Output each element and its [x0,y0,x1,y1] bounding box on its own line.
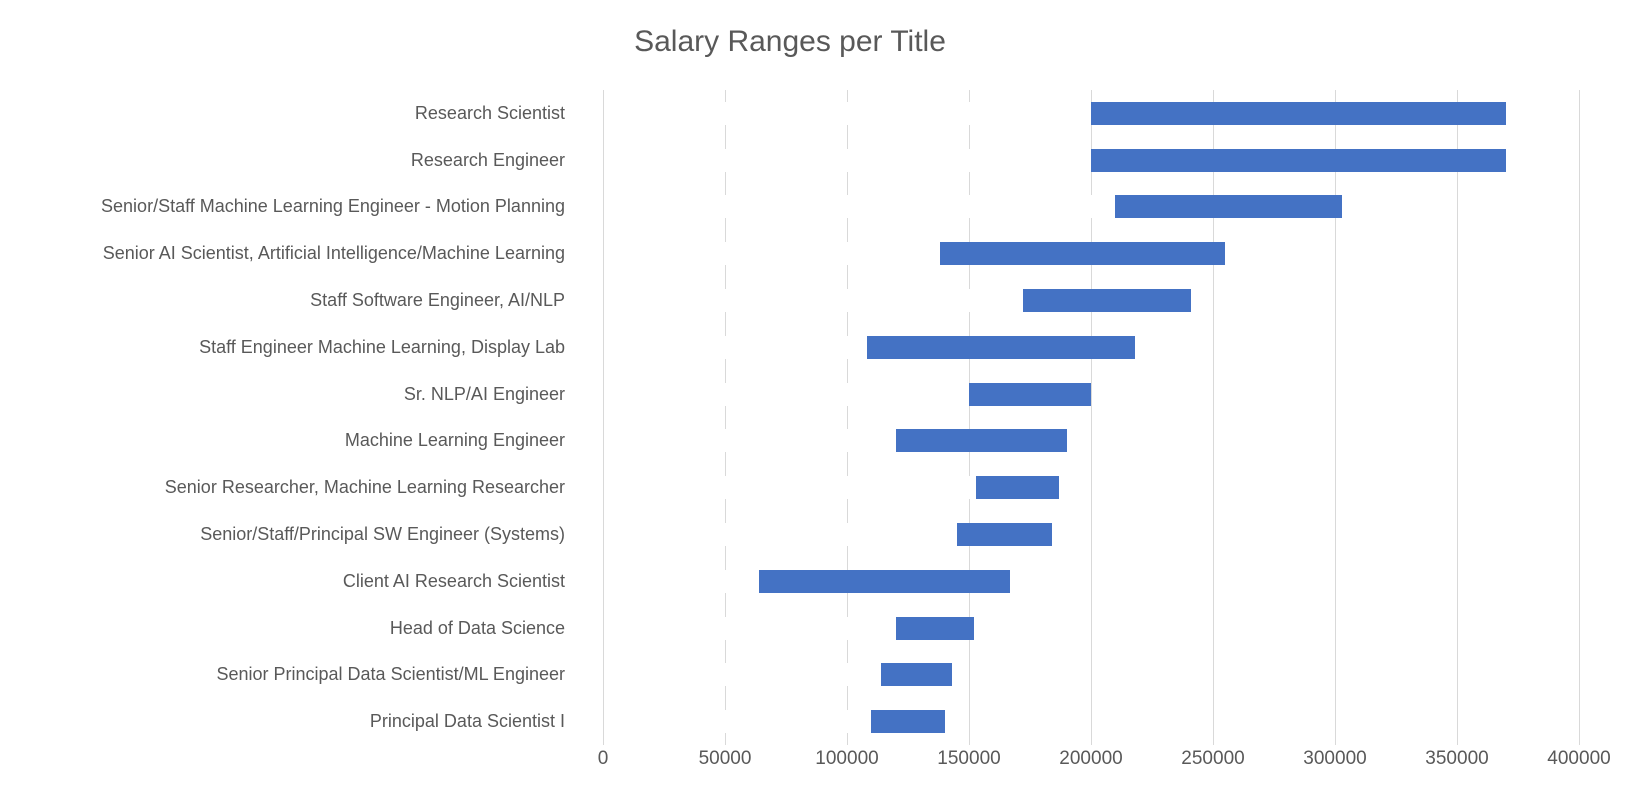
category-label: Staff Software Engineer, AI/NLP [310,290,565,311]
salary-range-bar [1091,101,1506,125]
salary-range-bar [956,522,1052,546]
category-label: Staff Engineer Machine Learning, Display… [199,336,565,357]
bar-base-cover [604,616,896,640]
x-axis-tick-label: 250000 [1181,748,1245,769]
category-label: Senior Researcher, Machine Learning Rese… [164,477,565,498]
gridline [968,90,970,745]
plot-area [602,90,1580,745]
y-axis-line [602,90,604,745]
bar-base-cover [604,289,1023,313]
salary-range-bar [1115,195,1343,219]
salary-range-bar [871,710,945,734]
bar-base-cover [604,429,896,453]
salary-range-bar [895,429,1067,453]
salary-range-bar [895,616,974,640]
gridline [846,90,848,745]
bar-base-cover [604,522,957,546]
bar-base-cover [604,148,1091,172]
category-label: Machine Learning Engineer [344,430,565,451]
x-axis-tick-label: 350000 [1425,748,1489,769]
x-axis-tick-label: 300000 [1303,748,1367,769]
x-axis-tick-label: 50000 [698,748,752,769]
bar-base-cover [604,382,969,406]
bar-base-cover [604,569,760,593]
gridline [1334,90,1336,745]
bar-base-cover [604,195,1116,219]
salary-range-bar [976,476,1060,500]
gridline [1578,90,1580,745]
salary-range-bar [866,335,1135,359]
category-label: Research Engineer [410,149,565,170]
salary-range-bar [1022,289,1192,313]
gridline [1090,90,1092,745]
category-label: Senior/Staff Machine Learning Engineer -… [101,196,565,217]
x-axis-tick-label: 0 [597,748,609,769]
category-label: Principal Data Scientist I [369,711,565,732]
salary-range-bar [939,242,1226,266]
gridline [1456,90,1458,745]
salary-range-bar [759,569,1011,593]
bar-base-cover [604,710,872,734]
category-label: Senior AI Scientist, Artificial Intellig… [102,243,565,264]
bar-base-cover [604,663,882,687]
gridline [1212,90,1214,745]
bar-base-cover [604,101,1091,125]
x-axis-tick-label: 150000 [937,748,1001,769]
gridline [724,90,726,745]
x-axis-tick-label: 400000 [1547,748,1611,769]
salary-range-bar [1091,148,1506,172]
x-axis-tick-label: 200000 [1059,748,1123,769]
bar-base-cover [604,335,867,359]
category-label: Sr. NLP/AI Engineer [403,383,565,404]
category-label: Head of Data Science [389,617,565,638]
salary-range-bar [969,382,1091,406]
category-label: Research Scientist [414,102,565,123]
category-label: Client AI Research Scientist [342,570,565,591]
chart-title: Salary Ranges per Title [634,25,946,58]
bar-base-cover [604,476,977,500]
category-label: Senior Principal Data Scientist/ML Engin… [216,664,565,685]
x-axis-tick-label: 100000 [815,748,879,769]
category-label: Senior/Staff/Principal SW Engineer (Syst… [200,523,565,544]
bar-base-cover [604,242,940,266]
salary-range-bar [881,663,952,687]
